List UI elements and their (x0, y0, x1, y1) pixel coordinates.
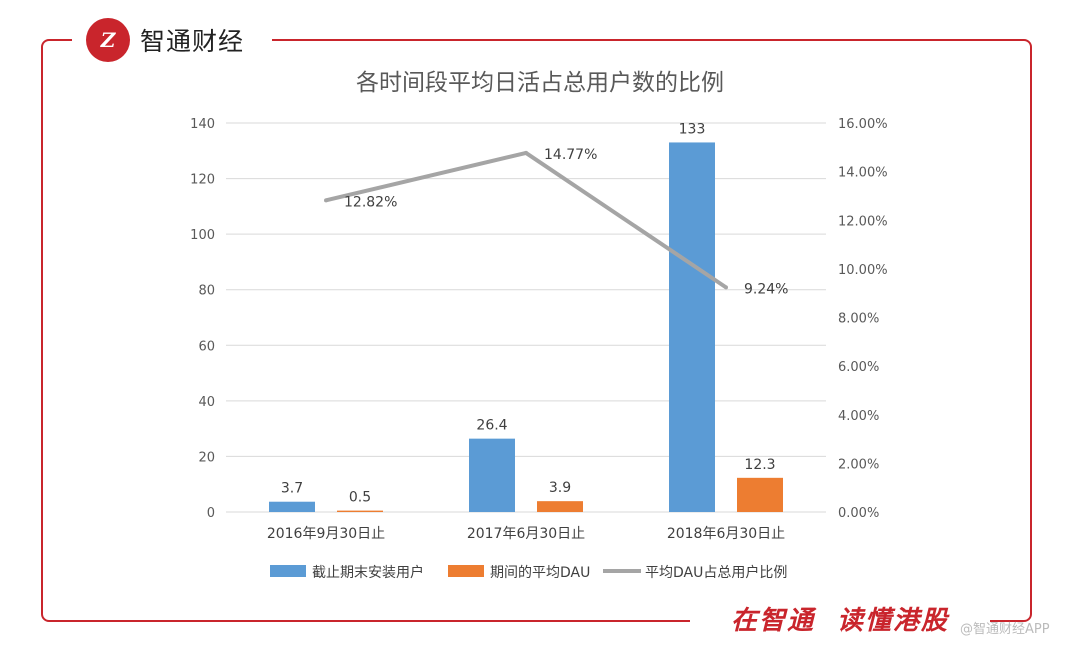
bar-average-dau (337, 510, 383, 512)
y-right-tick-label: 10.00% (838, 263, 888, 278)
y-right-tick-label: 8.00% (838, 312, 879, 327)
chart-frame (41, 39, 1032, 622)
bar-data-label: 12.3 (744, 457, 775, 473)
y-right-tick-label: 12.00% (838, 214, 888, 229)
legend-installed-users-swatch (270, 565, 306, 577)
brand-slogan: 在智通 读懂港股 (730, 605, 950, 636)
bar-data-label: 3.9 (549, 480, 571, 496)
legend-installed-users-label: 截止期末安装用户 (312, 564, 424, 581)
brand-logo: Z 智通财经 (72, 14, 272, 66)
y-left-tick-label: 140 (190, 117, 215, 132)
bar-data-label: 3.7 (281, 481, 303, 497)
y-right-tick-label: 14.00% (838, 166, 888, 181)
legend-average-dau-swatch (448, 565, 484, 577)
line-point (324, 198, 328, 203)
bar-data-label: 26.4 (476, 418, 507, 434)
y-left-tick-label: 80 (198, 284, 215, 299)
line-data-label: 14.77% (544, 147, 597, 163)
line-point (524, 150, 528, 155)
brand-name: 智通财经 (140, 27, 245, 56)
bar-data-label: 133 (679, 121, 706, 137)
bar-installed-users (669, 142, 715, 512)
watermark: @智通财经APP (960, 622, 1050, 637)
y-left-tick-label: 0 (207, 506, 215, 521)
line-data-label: 12.82% (344, 194, 397, 210)
y-right-tick-label: 6.00% (838, 360, 879, 375)
y-left-tick-label: 20 (198, 450, 215, 465)
line-dau-ratio (325, 150, 728, 290)
bar-installed-users (269, 501, 315, 512)
logo-mark-icon: Z (86, 18, 130, 62)
slogan-box: 在智通 读懂港股 (690, 600, 990, 636)
y-right-tick-label: 2.00% (838, 457, 879, 472)
bar-installed-users (469, 438, 515, 512)
bar-average-dau (737, 477, 783, 512)
x-tick-label: 2016年9月30日止 (267, 526, 385, 542)
x-tick-label: 2018年6月30日止 (667, 526, 785, 542)
bar-data-label: 0.5 (349, 490, 371, 506)
x-tick-label: 2017年6月30日止 (467, 526, 585, 542)
y-left-tick-label: 120 (190, 173, 215, 188)
y-left-tick-label: 40 (198, 395, 215, 410)
y-right-tick-label: 0.00% (838, 506, 879, 521)
line-data-label: 9.24% (744, 281, 788, 297)
y-right-tick-label: 16.00% (838, 117, 888, 132)
line-point (724, 285, 728, 290)
legend-average-dau-label: 期间的平均DAU (490, 565, 590, 581)
y-left-tick-label: 60 (198, 339, 215, 354)
y-right-tick-label: 4.00% (838, 409, 879, 424)
bar-average-dau (537, 501, 583, 512)
legend-dau-ratio-label: 平均DAU占总用户比例 (645, 564, 787, 581)
y-left-tick-label: 100 (190, 228, 215, 243)
chart-title: 各时间段平均日活占总用户数的比例 (356, 70, 724, 96)
